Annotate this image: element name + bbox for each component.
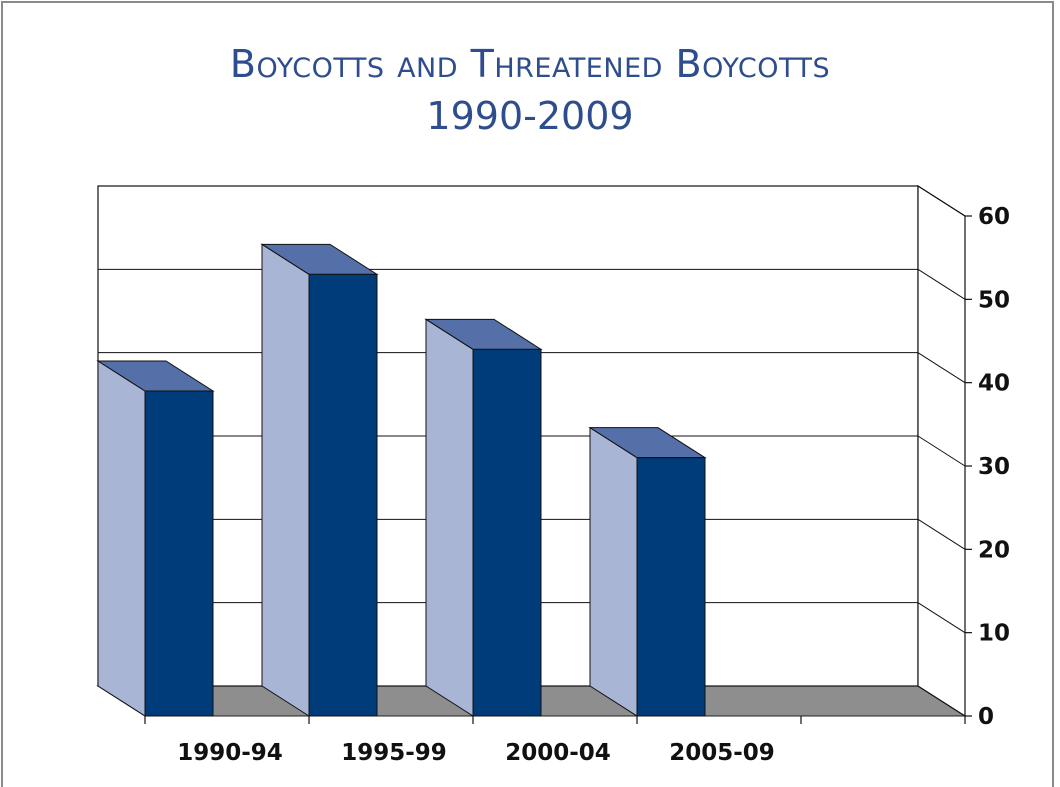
bar-side [261,243,310,717]
x-tick-label: 1990-94 [177,740,283,766]
bar-side [97,360,146,717]
bar [260,243,379,717]
y-tick-label: 40 [978,371,1010,397]
bar-front [472,348,542,717]
x-axis-ticks: 1990-94 1995-99 2000-04 2005-09 [144,716,966,766]
y-tick-label: 60 [978,204,1010,230]
y-tick-label: 20 [978,537,1010,563]
gridline-side [917,518,966,550]
bar-side [589,426,638,717]
x-tick-label: 2000-04 [505,740,611,766]
chart-subtitle: 1990-2009 [426,93,634,138]
y-tick-label: 50 [978,287,1010,313]
chart-title-block: Boycotts and Threatened Boycotts 1990-20… [0,42,1060,139]
x-tick-label: 2005-09 [669,740,775,766]
y-axis-ticks: 0 10 20 30 40 50 60 [965,204,1010,730]
bar [424,318,543,717]
bar [588,426,707,717]
bar-front [308,273,378,717]
bar-front [144,390,214,717]
gridline-side [917,352,966,384]
gridline-side [917,435,966,467]
gridline-side [917,268,966,300]
bar [96,360,215,717]
y-tick-label: 30 [978,454,1010,480]
chart-title: Boycotts and Threatened Boycotts [229,42,831,86]
y-tick-label: 10 [978,621,1010,647]
x-tick-label: 1995-99 [341,740,447,766]
gridline-side [917,185,966,217]
y-tick-label: 0 [978,704,994,730]
bar-front [636,457,706,717]
bar-side [425,318,474,717]
gridline-side [917,602,966,634]
